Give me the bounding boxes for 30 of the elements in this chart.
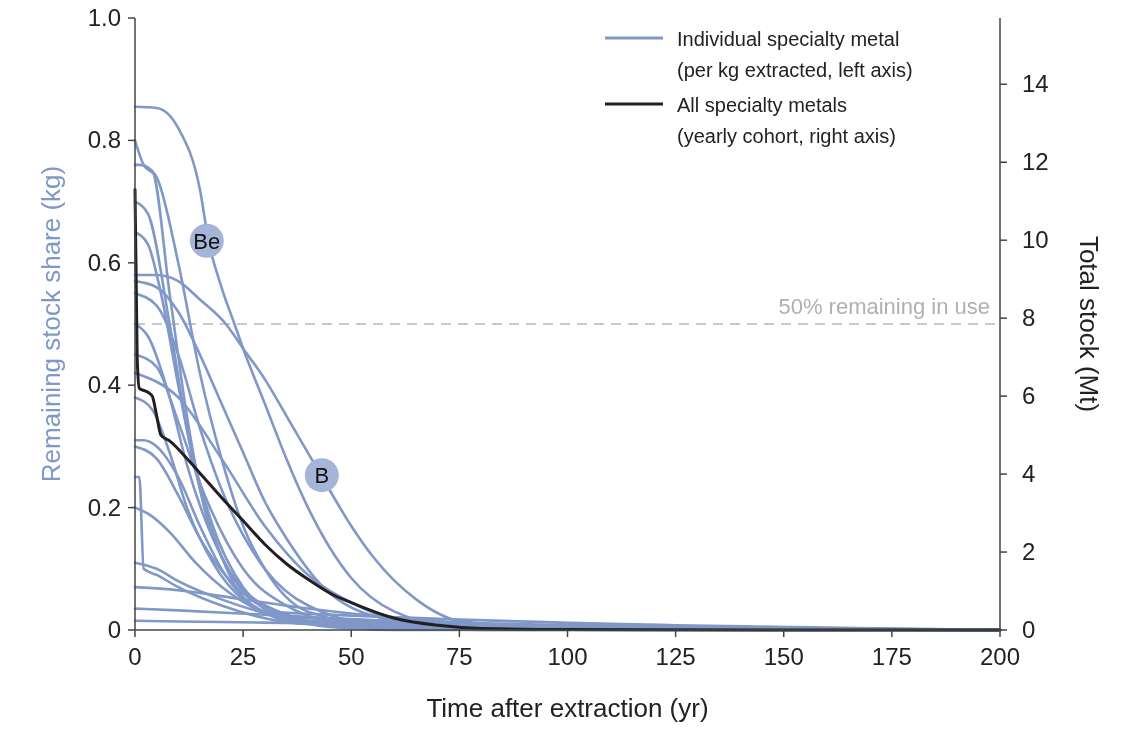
y-tick-label: 1.0: [87, 4, 121, 31]
y2-tick-label: 8: [1022, 304, 1036, 332]
y-axis-title: Remaining stock share (kg): [36, 165, 66, 483]
legend-label: Individual specialty metal (per kg extracted, left axis): [677, 28, 913, 81]
annotation: B: [314, 463, 330, 489]
ref-line-label: 50% remaining in use: [778, 294, 990, 319]
y-tick-label: 0.4: [87, 371, 121, 399]
y2-tick-label: 0: [1022, 616, 1036, 643]
x-tick-label: 0: [128, 643, 142, 670]
y-tick-label: 0.6: [87, 248, 121, 276]
x-tick-label: 150: [763, 643, 804, 670]
x-tick-label: 125: [655, 643, 696, 670]
x-tick-label: 175: [871, 643, 912, 670]
y-tick-label: 0: [107, 616, 121, 643]
y2-tick-label: 14: [1022, 70, 1049, 98]
x-tick-label: 50: [337, 643, 365, 670]
x-tick-label: 100: [547, 643, 588, 670]
y2-axis-title: Total stock (Mt): [1074, 235, 1104, 413]
legend-label: All specialty metals (yearly cohort, right axis): [677, 94, 896, 147]
x-axis-title: Time after extraction (yr): [426, 693, 709, 723]
x-tick-label: 75: [446, 643, 473, 670]
y2-tick-label: 12: [1022, 148, 1049, 176]
y2-tick-label: 6: [1022, 382, 1036, 410]
y2-tick-label: 10: [1022, 226, 1049, 254]
y-tick-label: 0.2: [87, 493, 121, 521]
y2-tick-label: 2: [1022, 538, 1036, 566]
y2-tick-label: 4: [1022, 460, 1036, 488]
x-tick-label: 200: [979, 643, 1021, 670]
y-tick-label: 0.8: [87, 126, 121, 154]
x-tick-label: 25: [229, 643, 257, 670]
